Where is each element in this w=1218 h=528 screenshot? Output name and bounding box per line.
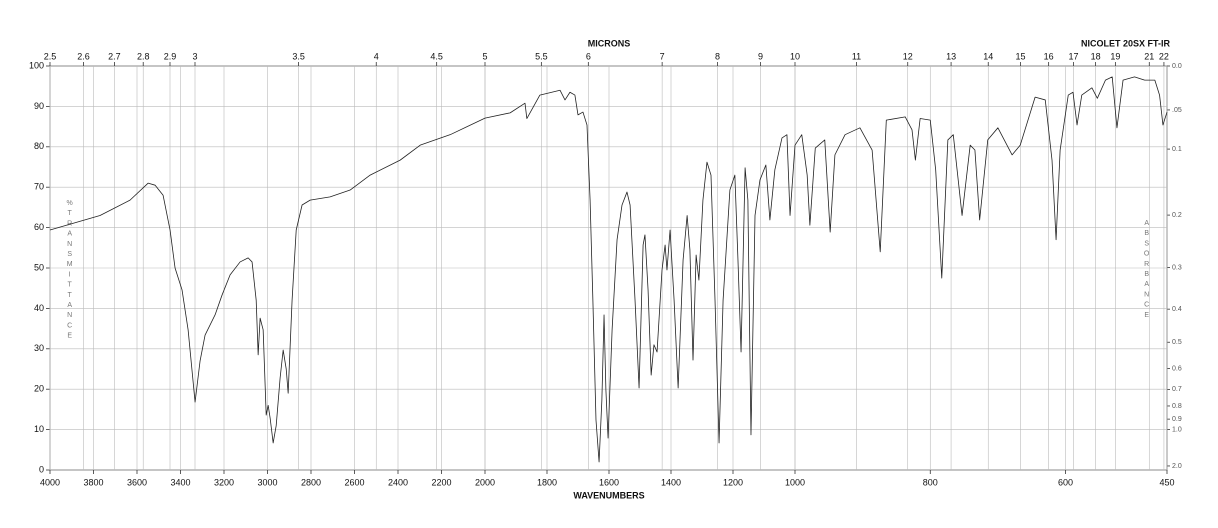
x2-tick-label: 18 bbox=[1091, 51, 1101, 61]
x-tick-label: 450 bbox=[1159, 477, 1174, 487]
x2-tick-label: 4.5 bbox=[430, 51, 443, 61]
y2-tick-label: .05 bbox=[1172, 107, 1182, 114]
x2-tick-label: 6 bbox=[586, 51, 591, 61]
y-tick-label: 80 bbox=[34, 141, 44, 151]
y2-tick-label: 0.3 bbox=[1172, 264, 1182, 271]
x-tick-label: 2000 bbox=[475, 477, 495, 487]
y-tick-label: 30 bbox=[34, 343, 44, 353]
x-tick-label: 3800 bbox=[83, 477, 103, 487]
y-tick-label: 20 bbox=[34, 384, 44, 394]
x-tick-label: 3000 bbox=[257, 477, 277, 487]
x-tick-label: 1800 bbox=[537, 477, 557, 487]
x2-tick-label: 13 bbox=[946, 51, 956, 61]
x2-tick-label: 2.9 bbox=[164, 51, 177, 61]
y2-tick-label: 0.4 bbox=[1172, 306, 1182, 313]
instrument-title: NICOLET 20SX FT-IR bbox=[1081, 38, 1171, 48]
x2-tick-label: 11 bbox=[852, 51, 861, 61]
x2-tick-label: 15 bbox=[1015, 51, 1025, 61]
x2-tick-label: 16 bbox=[1044, 51, 1054, 61]
x-tick-label: 1200 bbox=[723, 477, 743, 487]
x2-tick-label: 5.5 bbox=[535, 51, 548, 61]
x2-axis-label: MICRONS bbox=[588, 38, 631, 48]
x-tick-label: 1400 bbox=[661, 477, 681, 487]
y2-tick-label: 0.2 bbox=[1172, 212, 1182, 219]
x2-tick-label: 14 bbox=[983, 51, 993, 61]
y2-tick-label: 0.5 bbox=[1172, 339, 1182, 346]
x2-tick-label: 19 bbox=[1110, 51, 1120, 61]
y-axis-label: %TRANSMITTANCE bbox=[66, 200, 73, 343]
y2-tick-label: 0.9 bbox=[1172, 416, 1182, 423]
y-tick-label: 60 bbox=[34, 222, 44, 232]
x-tick-label: 4000 bbox=[40, 477, 60, 487]
y2-tick-label: 0.1 bbox=[1172, 146, 1182, 153]
x-tick-label: 800 bbox=[923, 477, 938, 487]
x-tick-label: 2400 bbox=[388, 477, 408, 487]
x2-tick-label: 9 bbox=[758, 51, 763, 61]
y2-axis-label: ABSORBANCE bbox=[1143, 220, 1150, 322]
x-tick-label: 2800 bbox=[301, 477, 321, 487]
y-tick-label: 50 bbox=[34, 262, 44, 272]
x2-tick-label: 10 bbox=[790, 51, 800, 61]
y2-tick-label: 0.8 bbox=[1172, 403, 1182, 410]
x-tick-label: 1000 bbox=[785, 477, 805, 487]
x-tick-label: 2600 bbox=[344, 477, 364, 487]
x-tick-label: 1600 bbox=[599, 477, 619, 487]
x2-tick-label: 12 bbox=[903, 51, 913, 61]
y2-tick-label: 0.7 bbox=[1172, 386, 1182, 393]
y2-tick-label: 2.0 bbox=[1172, 463, 1182, 470]
x-axis-label: WAVENUMBERS bbox=[573, 490, 644, 500]
y-tick-label: 40 bbox=[34, 303, 44, 313]
x-tick-label: 2200 bbox=[431, 477, 451, 487]
x-tick-label: 600 bbox=[1058, 477, 1073, 487]
x-tick-label: 3600 bbox=[127, 477, 147, 487]
x2-tick-label: 3 bbox=[192, 51, 197, 61]
y2-tick-label: 0.6 bbox=[1172, 365, 1182, 372]
x-tick-label: 3200 bbox=[214, 477, 234, 487]
x2-tick-label: 2.7 bbox=[108, 51, 121, 61]
y-tick-label: 90 bbox=[34, 101, 44, 111]
x2-tick-label: 2.8 bbox=[137, 51, 150, 61]
x2-tick-label: 8 bbox=[715, 51, 720, 61]
x2-tick-label: 3.5 bbox=[292, 51, 305, 61]
y-tick-label: 10 bbox=[34, 424, 44, 434]
y2-tick-label: 1.0 bbox=[1172, 426, 1182, 433]
x2-tick-label: 22 bbox=[1159, 51, 1169, 61]
x2-tick-label: 4 bbox=[374, 51, 379, 61]
x-tick-label: 3400 bbox=[170, 477, 190, 487]
x2-tick-label: 5 bbox=[482, 51, 487, 61]
y-tick-label: 0 bbox=[39, 464, 44, 474]
y2-tick-label: 0.0 bbox=[1172, 63, 1182, 70]
x2-tick-label: 2.6 bbox=[77, 51, 90, 61]
spectrum-line bbox=[49, 76, 1168, 463]
x2-tick-label: 21 bbox=[1144, 51, 1154, 61]
y-tick-label: 100 bbox=[29, 60, 44, 70]
x2-tick-label: 2.5 bbox=[44, 51, 57, 61]
y-tick-label: 70 bbox=[34, 182, 44, 192]
x2-tick-label: 17 bbox=[1068, 51, 1078, 61]
x2-tick-label: 7 bbox=[660, 51, 665, 61]
